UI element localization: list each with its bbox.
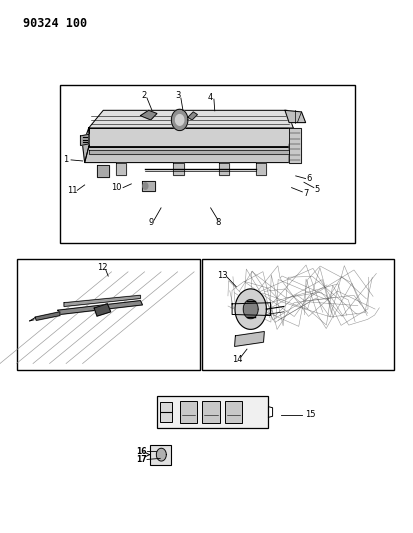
Bar	[150, 445, 171, 465]
Text: 12: 12	[97, 263, 108, 272]
Bar	[202, 401, 220, 423]
Polygon shape	[171, 109, 188, 131]
Text: 5: 5	[315, 185, 320, 193]
Bar	[60, 85, 355, 243]
Polygon shape	[140, 110, 157, 120]
Polygon shape	[219, 163, 229, 175]
Text: 14: 14	[232, 355, 243, 364]
Text: 8: 8	[215, 219, 221, 227]
Bar	[160, 402, 172, 422]
Bar	[202, 259, 394, 370]
Text: 7: 7	[303, 189, 309, 198]
Polygon shape	[89, 128, 293, 147]
Polygon shape	[235, 289, 266, 329]
Polygon shape	[35, 312, 60, 320]
Bar	[17, 259, 200, 370]
Polygon shape	[256, 163, 266, 175]
Text: 10: 10	[111, 183, 122, 192]
Text: 90324 100: 90324 100	[23, 17, 87, 30]
Polygon shape	[83, 128, 89, 163]
Text: 16: 16	[136, 447, 147, 456]
Bar	[157, 396, 268, 428]
Polygon shape	[89, 110, 293, 128]
Polygon shape	[81, 134, 89, 146]
Polygon shape	[85, 147, 293, 163]
Polygon shape	[235, 332, 264, 346]
Text: 3: 3	[175, 92, 180, 100]
Polygon shape	[94, 304, 111, 316]
Polygon shape	[289, 128, 301, 163]
Polygon shape	[58, 301, 142, 314]
Polygon shape	[188, 112, 197, 120]
Polygon shape	[142, 181, 155, 191]
Text: 6: 6	[306, 174, 312, 183]
Polygon shape	[243, 300, 258, 319]
Polygon shape	[176, 115, 184, 125]
Text: 4: 4	[208, 93, 213, 101]
Polygon shape	[285, 110, 306, 123]
Text: 2: 2	[141, 92, 146, 100]
Text: 15: 15	[305, 410, 315, 419]
Text: 1: 1	[63, 156, 68, 164]
Polygon shape	[289, 128, 293, 163]
Polygon shape	[64, 295, 140, 306]
Polygon shape	[143, 183, 148, 189]
Polygon shape	[89, 150, 289, 154]
Text: 17: 17	[136, 455, 147, 464]
Bar	[225, 401, 242, 423]
Text: 9: 9	[148, 219, 153, 227]
Polygon shape	[116, 163, 126, 175]
Polygon shape	[157, 448, 166, 461]
Text: 11: 11	[67, 186, 78, 195]
Bar	[180, 401, 197, 423]
Text: 13: 13	[217, 271, 228, 280]
Polygon shape	[173, 163, 184, 175]
Polygon shape	[97, 165, 109, 177]
